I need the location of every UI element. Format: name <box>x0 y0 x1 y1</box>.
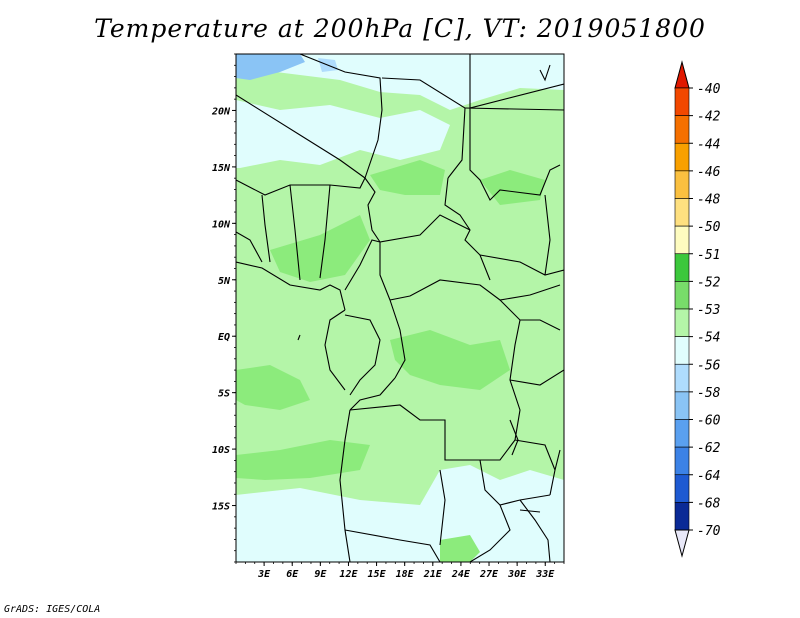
legend-color-box <box>674 253 690 282</box>
legend-color-box <box>674 281 690 310</box>
footer-credit: GrADS: IGES/COLA <box>4 604 101 615</box>
lon-tick-label: 12E <box>339 569 358 580</box>
legend-color-box <box>674 363 690 393</box>
lon-tick-label: 27E <box>479 569 499 580</box>
legend-color-box <box>674 142 690 172</box>
lon-tick-label: 33E <box>535 569 555 580</box>
legend-color-box <box>674 308 690 337</box>
lon-tick-label: 6E <box>286 569 299 580</box>
field-region-namibia-green <box>440 535 480 562</box>
legend-label: -50 <box>697 220 721 235</box>
legend-label: -44 <box>697 137 720 152</box>
legend-label: -68 <box>697 496 721 511</box>
lat-tick-label: EQ <box>218 332 230 343</box>
field-region-atlantic-green <box>236 365 310 410</box>
legend-color-box <box>674 170 690 199</box>
map-field <box>236 54 564 562</box>
latitude-axis: 20N 15N 10N 5N EQ 5S 10S 15S <box>211 53 236 563</box>
lat-tick-label: 5N <box>218 276 231 287</box>
legend-color-box <box>674 336 690 365</box>
legend-label: -58 <box>697 386 721 401</box>
legend-color-box <box>674 446 690 476</box>
legend-label: -52 <box>697 275 721 290</box>
lon-tick-label: 3E <box>257 569 271 580</box>
legend-label: -46 <box>697 165 721 180</box>
field-region-angola-green <box>236 440 370 480</box>
field-region-sahel-green <box>370 160 445 195</box>
lat-tick-label: 20N <box>211 106 231 117</box>
legend-label: -62 <box>697 441 721 456</box>
field-region-westafrica-green <box>270 215 370 282</box>
lat-tick-label: 15S <box>212 502 230 513</box>
legend-top-arrow <box>674 60 690 89</box>
lon-tick-label: 30E <box>507 569 527 580</box>
lon-tick-label: 18E <box>396 569 415 580</box>
color-legend: -40 -42 -44 -46 -48 -50 -51 -52 -53 -54 -56 -58 -60 -… <box>674 60 721 558</box>
field-region-northwest-blue <box>236 54 305 80</box>
legend-label: -42 <box>697 110 721 125</box>
field-region-sahara-cyan <box>236 100 450 168</box>
legend-label: -54 <box>697 331 720 346</box>
legend-label: -70 <box>697 524 721 539</box>
field-region-east-green <box>480 170 545 205</box>
legend-color-box <box>674 115 690 144</box>
lon-tick-label: 15E <box>368 569 387 580</box>
lat-tick-label: 5S <box>218 389 230 400</box>
lon-tick-label: 9E <box>314 569 327 580</box>
lon-tick-label: 24E <box>451 569 471 580</box>
legend-label: -40 <box>697 82 721 97</box>
legend-label: -51 <box>697 248 720 263</box>
legend-color-box <box>674 391 690 420</box>
legend-label: -56 <box>697 358 721 373</box>
legend-bottom-arrow <box>674 529 690 558</box>
lat-tick-label: 10S <box>212 445 230 456</box>
lat-tick-label: 15N <box>212 163 231 174</box>
legend-label: -48 <box>697 193 721 208</box>
legend-color-box <box>674 225 690 255</box>
legend-label: -64 <box>697 469 720 484</box>
legend-label: -60 <box>697 414 721 429</box>
field-region-north-cyan <box>236 54 564 110</box>
legend-color-box <box>674 502 690 531</box>
country-borders <box>236 54 564 562</box>
legend-color-box <box>674 419 690 448</box>
field-region-congo-green <box>390 330 510 390</box>
legend-color-box <box>674 87 690 116</box>
map-frame <box>235 53 565 563</box>
lon-tick-label: 21E <box>423 569 443 580</box>
map-title: Temperature at 200hPa [C], VT: 201905180… <box>94 14 706 43</box>
legend-color-box <box>674 198 690 227</box>
legend-color-box <box>674 474 690 503</box>
lat-tick-label: 10N <box>212 219 231 230</box>
legend-label: -53 <box>697 303 720 318</box>
field-region-midsouth-cyan <box>445 468 510 520</box>
longitude-axis: 3E 6E 9E 12E 15E 18E 21E 24E 27E 30E 33E <box>235 562 565 580</box>
